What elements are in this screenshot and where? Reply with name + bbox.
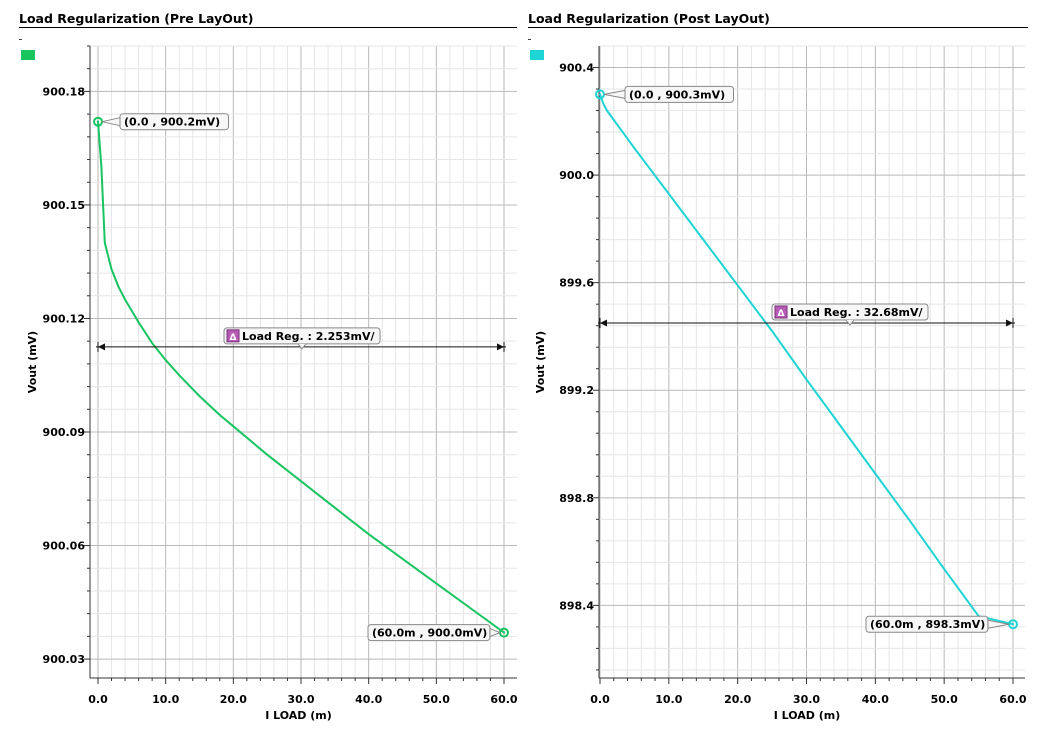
delta-icon-glyph: Δ: [230, 333, 237, 343]
y-tick-label: 900.0: [559, 169, 594, 182]
marker-label-box: [624, 85, 734, 103]
chart-title: Load Regularization (Post LayOut): [528, 11, 770, 26]
y-tick-label: 900.12: [43, 312, 85, 325]
title-divider: [528, 27, 1028, 28]
x-tick-label: 0.0: [88, 693, 108, 706]
y-tick-label: 899.2: [559, 384, 594, 397]
marker-label: (60.0m , 900.0mV): [372, 627, 487, 640]
y-axis-label: Vout (mV): [26, 331, 39, 393]
y-tick-label: 900.18: [43, 85, 85, 98]
x-axis-label: I LOAD (m): [265, 709, 332, 722]
chart-panel-pre-layout: Load Regularization (Pre LayOut) 900.03 9…: [19, 11, 518, 722]
marker-dot: [1011, 623, 1015, 626]
x-tick-label: 20.0: [220, 693, 247, 706]
grid: [599, 45, 1025, 678]
marker-start: (0.0 , 900.2mV): [93, 113, 229, 131]
x-tick-label: 40.0: [355, 693, 382, 706]
x-tick-label: 0.0: [590, 693, 610, 706]
y-tick-label: 900.09: [43, 426, 85, 439]
series-line: [97, 121, 505, 634]
marker-label-box: [367, 624, 491, 642]
y-tick-label: 900.4: [559, 62, 594, 75]
x-ticks: [97, 678, 505, 684]
marker-dot: [598, 93, 602, 96]
x-tick-label: 40.0: [862, 693, 889, 706]
delta-icon-glyph: Δ: [778, 309, 785, 319]
delta-measurement: Δ Load Reg. : 2.253mV/: [96, 327, 506, 352]
x-tick-label: 10.0: [655, 693, 682, 706]
delta-arrowhead-left: [600, 319, 607, 327]
delta-arrowhead-left: [98, 343, 105, 351]
y-tick-label: 898.4: [559, 599, 594, 612]
y-tick-label: 900.03: [43, 653, 85, 666]
delta-arrowhead-right: [1006, 319, 1013, 327]
x-tick-label: 50.0: [931, 693, 958, 706]
y-tick-label: 900.06: [43, 540, 86, 553]
grid: [90, 45, 517, 678]
x-tick-label: 30.0: [793, 693, 820, 706]
marker-end: (60.0m , 900.0mV): [367, 624, 509, 642]
y-tick-label: 900.15: [43, 199, 85, 212]
marker-start: (0.0 , 900.3mV): [595, 85, 734, 103]
chart-title: Load Regularization (Pre LayOut): [19, 11, 254, 26]
delta-label: Load Reg. : 32.68mV/: [790, 306, 924, 319]
y-ticks: [84, 45, 90, 660]
legend-tick: [19, 39, 22, 40]
series-line: [599, 94, 1014, 626]
legend-tick: [528, 39, 531, 40]
y-tick-label: 898.8: [559, 492, 594, 505]
x-tick-label: 60.0: [490, 693, 517, 706]
marker-label: (60.0m , 898.3mV): [870, 618, 985, 631]
y-ticks: [593, 67, 599, 671]
chart-panel-post-layout: Load Regularization (Post LayOut) 898.4 8…: [520, 0, 1037, 730]
marker-end: (60.0m , 898.3mV): [865, 615, 1018, 633]
x-axis-label: I LOAD (m): [774, 709, 841, 722]
x-ticks: [599, 678, 1014, 684]
line-chart-post-layout: 898.4 898.8 899.2 899.6 900.0 900.4 0.0 10.0 20.…: [534, 45, 1027, 722]
delta-icon: [226, 329, 240, 343]
title-divider: [19, 27, 517, 28]
marker-pointer: [603, 89, 626, 100]
x-tick-label: 50.0: [423, 693, 450, 706]
delta-icon: [774, 305, 788, 319]
marker-label-box: [119, 113, 229, 131]
delta-arrowhead-right: [497, 343, 504, 351]
x-tick-label: 30.0: [287, 693, 314, 706]
legend-swatch: [21, 50, 35, 60]
line-chart-pre-layout: 900.03 900.06 900.09 900.12 900.15 900.18 0.0 1…: [26, 45, 518, 722]
delta-label-pointer: [845, 319, 855, 326]
marker-dot: [502, 631, 506, 634]
marker-label-box: [865, 615, 989, 633]
x-tick-label: 20.0: [724, 693, 751, 706]
marker-label: (0.0 , 900.3mV): [629, 88, 725, 101]
legend-swatch: [530, 50, 544, 60]
marker-label: (0.0 , 900.2mV): [124, 116, 220, 129]
delta-label-pointer: [297, 343, 307, 350]
marker-dot: [96, 120, 100, 123]
delta-label: Load Reg. : 2.253mV/: [242, 330, 376, 343]
marker-pointer: [101, 117, 121, 127]
y-axis-label: Vout (mV): [534, 331, 547, 393]
y-tick-label: 899.6: [559, 277, 594, 290]
x-tick-label: 60.0: [999, 693, 1026, 706]
delta-measurement: Δ Load Reg. : 32.68mV/: [598, 303, 1015, 329]
x-tick-label: 10.0: [152, 693, 179, 706]
